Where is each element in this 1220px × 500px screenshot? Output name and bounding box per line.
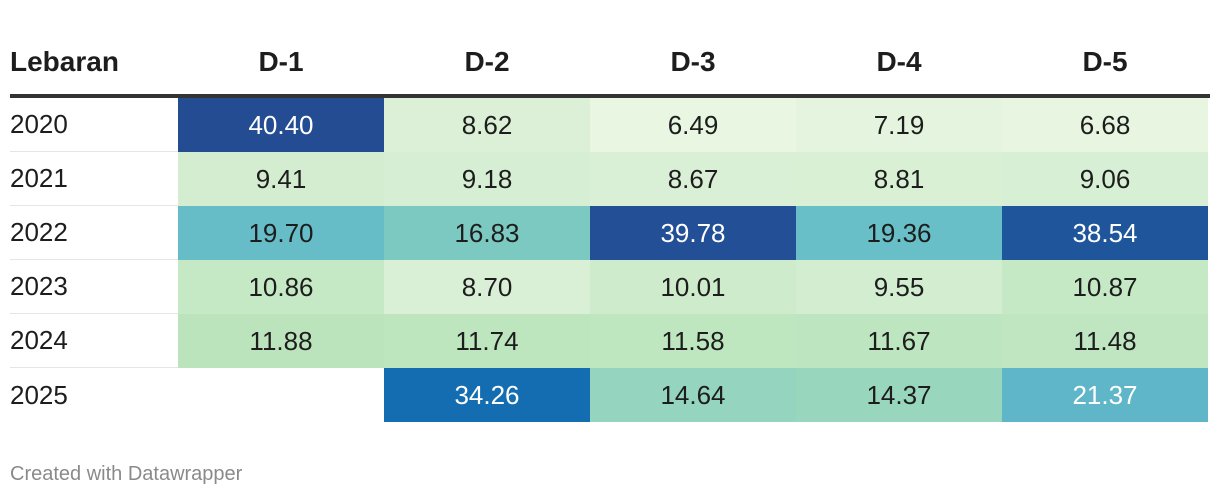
- heatmap-cell: 11.74: [384, 314, 590, 368]
- table-row: 2024 11.88 11.74 11.58 11.67 11.48: [10, 314, 1210, 368]
- heatmap-cell: 8.67: [590, 152, 796, 206]
- heatmap-cell: 9.41: [178, 152, 384, 206]
- table-row: 2022 19.70 16.83 39.78 19.36 38.54: [10, 206, 1210, 260]
- heatmap-cell: [178, 368, 384, 422]
- heatmap-cell: 11.48: [1002, 314, 1208, 368]
- column-header: D-2: [464, 46, 510, 77]
- heatmap-cell: 14.64: [590, 368, 796, 422]
- row-label: 2021: [10, 152, 178, 206]
- footer-credit: Created with Datawrapper: [10, 463, 243, 485]
- heatmap-cell: 11.67: [796, 314, 1002, 368]
- table-row: 2023 10.86 8.70 10.01 9.55 10.87: [10, 260, 1210, 314]
- heatmap-cell: 6.49: [590, 98, 796, 152]
- table-body: 2020 40.40 8.62 6.49 7.19 6.68 2021 9.41 9.18 8.6…: [10, 98, 1210, 422]
- heatmap-cell: 8.62: [384, 98, 590, 152]
- heatmap-cell: 10.01: [590, 260, 796, 314]
- heatmap-cell: 10.87: [1002, 260, 1208, 314]
- row-header-label: Lebaran: [10, 46, 119, 77]
- heatmap-cell: 19.70: [178, 206, 384, 260]
- heatmap-cell: 19.36: [796, 206, 1002, 260]
- heatmap-cell: 11.88: [178, 314, 384, 368]
- heatmap-cell: 9.55: [796, 260, 1002, 314]
- heatmap-cell: 38.54: [1002, 206, 1208, 260]
- heatmap-cell: 6.68: [1002, 98, 1208, 152]
- heatmap-cell: 8.70: [384, 260, 590, 314]
- row-label: 2024: [10, 314, 178, 368]
- table-row: 2021 9.41 9.18 8.67 8.81 9.06: [10, 152, 1210, 206]
- heatmap-cell: 16.83: [384, 206, 590, 260]
- row-label: 2022: [10, 206, 178, 260]
- row-label: 2023: [10, 260, 178, 314]
- table-header: Lebaran D-1 D-2 D-3 D-4 D-5: [10, 30, 1210, 98]
- heatmap-cell: 34.26: [384, 368, 590, 422]
- heatmap-cell: 9.06: [1002, 152, 1208, 206]
- heatmap-table: Lebaran D-1 D-2 D-3 D-4 D-5 2020 40.40 8.6…: [10, 30, 1210, 422]
- heatmap-cell: 40.40: [178, 98, 384, 152]
- column-header: D-4: [876, 46, 922, 77]
- heatmap-cell: 11.58: [590, 314, 796, 368]
- heatmap-cell: 7.19: [796, 98, 1002, 152]
- row-label: 2025: [10, 379, 68, 410]
- heatmap-cell: 8.81: [796, 152, 1002, 206]
- row-label: 2020: [10, 98, 178, 152]
- column-header: D-1: [258, 46, 304, 77]
- heatmap-cell: 14.37: [796, 368, 1002, 422]
- table-row: 2025 34.26 14.64 14.37 21.37: [10, 368, 1210, 422]
- column-header: D-3: [670, 46, 716, 77]
- table-row: 2020 40.40 8.62 6.49 7.19 6.68: [10, 98, 1210, 152]
- heatmap-cell: 10.86: [178, 260, 384, 314]
- heatmap-cell: 9.18: [384, 152, 590, 206]
- heatmap-cell: 21.37: [1002, 368, 1208, 422]
- heatmap-cell: 39.78: [590, 206, 796, 260]
- column-header: D-5: [1082, 46, 1128, 77]
